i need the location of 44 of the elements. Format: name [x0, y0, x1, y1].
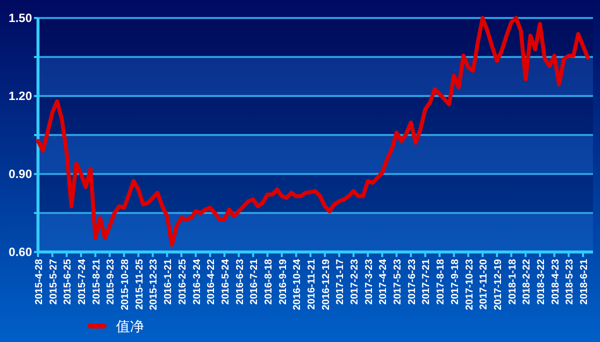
x-tick-label: 2018-3-22 [536, 258, 547, 305]
x-tick-label: 2017-12-19 [492, 258, 504, 310]
x-tick-label: 2016-11-21 [306, 258, 318, 310]
y-tick-label: 1.50 [8, 11, 32, 25]
x-tick-label: 2016-9-19 [278, 258, 289, 305]
x-tick-label: 2016-7-21 [249, 258, 260, 305]
x-tick-label: 2016-12-19 [320, 258, 332, 310]
x-tick-label: 2018-1-18 [507, 258, 518, 305]
x-tick-label: 2018-5-23 [564, 258, 576, 305]
x-tick-label: 2016-10-24 [292, 258, 304, 310]
x-tick-label: 2017-7-21 [421, 258, 432, 305]
x-tick-label: 2017-8-18 [436, 258, 447, 305]
x-tick-label: 2017-4-24 [378, 258, 390, 305]
x-tick-label: 2017-6-23 [406, 258, 418, 305]
x-tick-label: 2017-11-20 [478, 258, 490, 310]
x-tick-label: 2017-9-18 [450, 258, 461, 305]
x-tick-label: 2016-2-25 [177, 258, 188, 305]
x-tick-label: 2017-5-23 [392, 258, 404, 305]
x-tick-label: 2015-11-25 [134, 258, 146, 310]
x-tick-label: 2017-3-23 [364, 258, 375, 305]
y-tick-label: 1.20 [8, 89, 32, 103]
x-tick-label: 2015-7-24 [77, 258, 88, 305]
x-tick-label: 2016-5-24 [220, 258, 232, 305]
x-tick-label: 2015-12-23 [148, 258, 160, 310]
x-tick-label: 2018-6-21 [579, 258, 590, 305]
x-tick-label: 2015-8-21 [91, 258, 102, 305]
x-tick-label: 2015-6-25 [62, 258, 74, 305]
x-tick-label: 2018-4-23 [550, 258, 562, 305]
x-tick-label: 2016-6-23 [234, 258, 246, 305]
x-tick-label: 2015-5-27 [48, 258, 60, 305]
x-tick-label: 2016-8-18 [263, 258, 274, 305]
y-tick-label: 0.60 [8, 245, 32, 259]
legend-label: 值净 [116, 318, 144, 334]
x-tick-label: 2017-1-17 [335, 258, 346, 305]
y-tick-label: 0.90 [8, 167, 32, 181]
x-tick-label: 2015-10-28 [120, 258, 132, 310]
x-tick-label: 2016-3-24 [192, 258, 203, 305]
x-tick-label: 2015-4-28 [34, 258, 45, 305]
x-tick-label: 2016-1-21 [163, 258, 174, 305]
x-tick-label: 2017-2-23 [350, 258, 361, 305]
x-tick-label: 2015-9-23 [106, 258, 117, 305]
x-tick-label: 2017-10-23 [464, 258, 476, 310]
x-tick-label: 2018-2-22 [522, 258, 533, 305]
x-tick-label: 2016-4-22 [206, 258, 218, 305]
